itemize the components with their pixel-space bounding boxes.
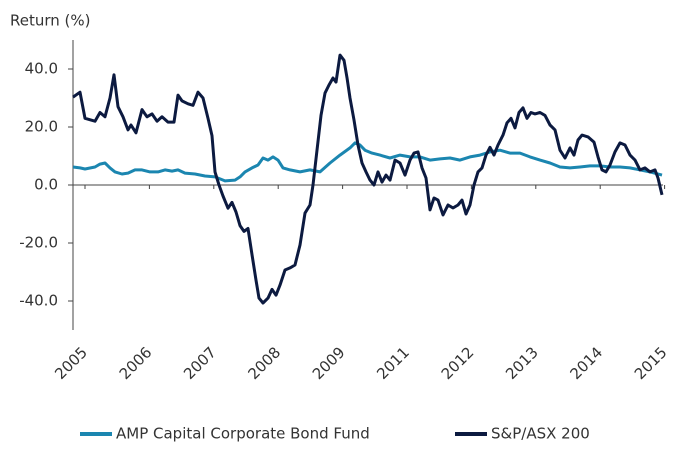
y-tick-label: -40.0 [19, 292, 58, 310]
x-tick-label: 2015 [631, 343, 671, 383]
series-line [72, 141, 663, 183]
x-tick-label: 2011 [373, 343, 413, 383]
y-tick-label: 20.0 [25, 118, 58, 136]
x-tick-label: 2005 [51, 343, 91, 383]
series-line [72, 53, 664, 305]
x-tick-label: 2007 [180, 343, 220, 383]
y-tick-label: -20.0 [19, 234, 58, 252]
legend-label: AMP Capital Corporate Bond Fund [116, 425, 370, 443]
x-tick-label: 2009 [309, 343, 349, 383]
x-tick-label: 2012 [438, 343, 478, 383]
x-tick-label: 2014 [566, 343, 606, 383]
x-tick-label: 2008 [244, 343, 284, 383]
x-tick-label: 2013 [502, 343, 542, 383]
legend-label: S&P/ASX 200 [491, 425, 590, 443]
x-tick-label: 2006 [116, 343, 156, 383]
y-axis-label: Return (%) [10, 12, 91, 30]
y-tick-label: 40.0 [25, 60, 58, 78]
y-tick-label: 0.0 [34, 176, 58, 194]
